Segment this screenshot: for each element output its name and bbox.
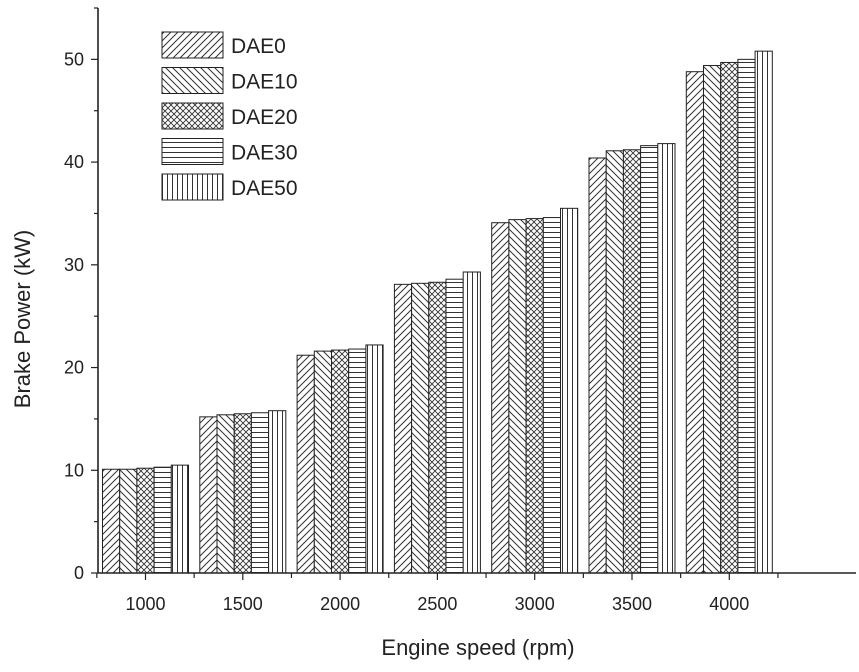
axes-layer: 0 10 20 30 40 50 1000 1500 2000 2500 3000 3500 4000 [64,7,856,614]
legend: DAE0 DAE10 DAE20 DAE30 DAE50 [161,31,298,201]
y-tick-label: 50 [64,49,84,69]
bar-dae30-4000 [737,58,756,574]
bar-dae30-3500 [640,145,659,574]
x-tick-label: 3500 [612,594,652,614]
bar-dae0-4000 [685,71,704,574]
bar-dae20-2000 [331,349,350,574]
bar-dae20-4000 [720,61,739,574]
bar-dae20-3000 [525,218,544,574]
bar-dae50-1500 [268,410,287,574]
bar-dae0-3500 [588,157,607,574]
y-tick-label: 10 [64,460,84,480]
bar-dae30-3000 [542,217,561,574]
bar-dae30-1000 [153,466,172,574]
legend-label-dae0: DAE0 [231,35,286,58]
bar-dae10-1500 [216,414,235,574]
x-tick-label: 2500 [417,594,457,614]
legend-swatch-dae0 [161,31,224,59]
bar-dae10-2500 [411,282,430,574]
y-tick-label: 0 [74,563,84,583]
bar-dae50-3000 [560,207,579,574]
legend-swatch-dae10 [161,67,224,94]
x-tick-label: 2000 [320,594,360,614]
bar-dae20-1500 [233,413,252,574]
bar-dae50-3500 [657,143,676,574]
bar-dae10-3000 [508,219,527,574]
x-tick-label: 3000 [515,594,555,614]
bars-layer [102,50,773,574]
legend-label-dae10: DAE10 [231,71,298,94]
y-tick-label: 20 [64,358,84,378]
legend-label-dae20: DAE20 [231,106,298,129]
x-tick-label: 1500 [223,594,263,614]
x-tick-label: 1000 [125,594,165,614]
bar-dae30-1500 [250,412,270,574]
bar-dae20-1000 [136,467,155,574]
bar-dae30-2500 [445,278,464,574]
bar-dae50-2000 [365,344,384,574]
bar-dae50-2500 [462,271,481,574]
bar-dae30-2000 [348,348,367,574]
x-tick-label: 4000 [709,594,749,614]
y-axis-title: Brake Power (kW) [10,230,35,408]
bar-dae10-2000 [313,350,332,574]
legend-label-dae50: DAE50 [231,177,298,200]
bar-dae0-3000 [491,222,510,574]
bar-dae10-1000 [119,468,138,574]
bar-dae20-2500 [428,281,447,574]
bar-dae20-3500 [622,149,642,574]
bar-dae10-3500 [605,150,624,574]
bar-dae50-4000 [754,50,773,574]
legend-label-dae30: DAE30 [231,142,298,165]
legend-swatch-dae20 [161,102,224,130]
bar-dae0-1500 [199,416,218,574]
legend-swatch-dae30 [161,138,224,165]
bar-dae10-4000 [703,65,722,574]
y-tick-label: 40 [64,152,84,172]
bar-dae0-2500 [393,283,413,574]
x-axis-title: Engine speed (rpm) [381,635,574,660]
bar-dae0-2000 [296,354,315,574]
y-tick-label: 30 [64,255,84,275]
bar-dae0-1000 [102,468,121,574]
legend-swatch-dae50 [161,173,224,201]
bar-dae50-1000 [170,464,190,574]
